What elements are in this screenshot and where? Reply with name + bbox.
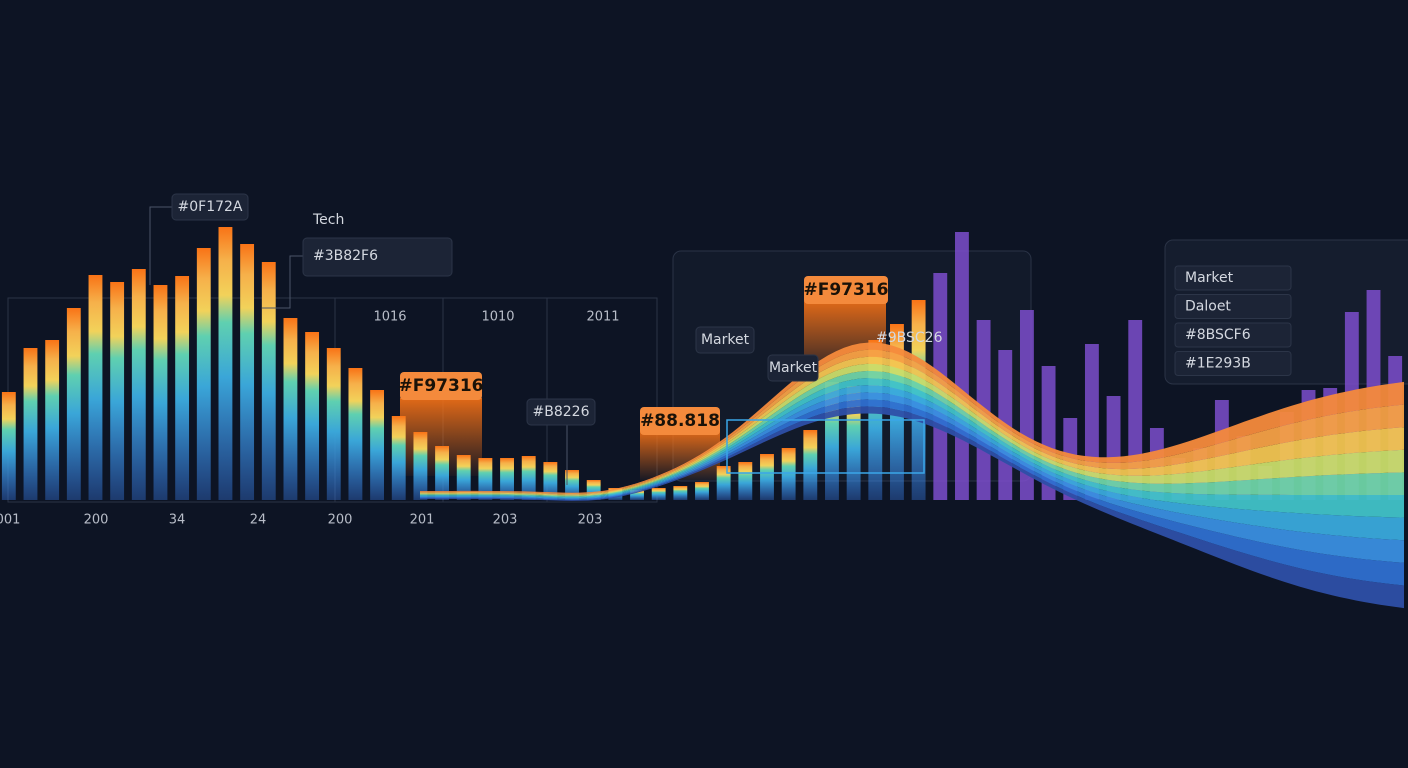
top-label: 1016: [373, 310, 406, 325]
bar: [846, 386, 861, 500]
bar: [738, 462, 753, 500]
annotation: Market: [769, 360, 818, 376]
x-tick-label: 201: [410, 513, 435, 528]
annotation: #0F172A: [178, 199, 243, 215]
bar: [500, 458, 514, 500]
legend-item-box: [1174, 294, 1292, 319]
annotation: #F97316: [399, 376, 484, 396]
bar: [110, 282, 125, 500]
annotation-box: [695, 326, 755, 354]
annotation-box: [302, 237, 453, 277]
legend-item: Daloet: [1185, 299, 1231, 315]
selection: [726, 419, 925, 474]
annotation: #3B82F6: [313, 248, 378, 264]
bar: [391, 416, 406, 500]
bar: [153, 285, 168, 500]
legend-item: Market: [1185, 270, 1234, 286]
ribbon-layer: [420, 370, 1404, 497]
bar: [456, 455, 471, 500]
annotation-box: [171, 193, 249, 221]
top-label: 2011: [586, 310, 619, 325]
bar: [673, 486, 688, 500]
bar: [695, 482, 709, 500]
leaders: [149, 206, 568, 485]
bar: [478, 458, 493, 500]
annotation-box: [526, 398, 596, 426]
wave-ribbon: [420, 342, 1404, 609]
bar: [218, 227, 233, 500]
bar: [348, 368, 363, 500]
ribbon-layer: [420, 399, 1404, 586]
annotation: #B8226: [533, 404, 590, 420]
bar: [45, 340, 60, 500]
bar: [521, 456, 536, 500]
bar: [370, 390, 385, 500]
bar: [651, 488, 666, 500]
bar: [1, 392, 16, 500]
bar: [803, 430, 818, 500]
annotation: Market: [701, 332, 750, 348]
bar: [543, 462, 558, 500]
legend-item-box: [1174, 351, 1292, 376]
x-tick-label: 200: [328, 513, 353, 528]
legend-item: #8BSCF6: [1185, 327, 1251, 343]
leader: [149, 206, 172, 285]
bar: [716, 466, 731, 500]
bar: [66, 308, 81, 500]
ribbon-layer: [420, 406, 1404, 609]
bar: [283, 318, 298, 500]
bar: [565, 470, 579, 500]
ribbon-layer: [420, 378, 1404, 518]
annotation-box: [400, 372, 482, 400]
legend-item: #1E293B: [1185, 356, 1251, 372]
x-tick-label: 200: [84, 513, 109, 528]
bar: [196, 248, 211, 500]
bar: [781, 448, 796, 500]
ribbon-layer: [420, 342, 1404, 494]
bar: [955, 232, 969, 500]
x-tick-label: 24: [250, 513, 267, 528]
bar: [261, 262, 276, 500]
bar: [413, 432, 428, 500]
annotation: #88.818: [640, 411, 720, 431]
bar: [88, 275, 103, 500]
bar: [760, 454, 774, 500]
bar: [435, 446, 449, 500]
annotation: #9BSC26: [876, 330, 943, 346]
annotation-box: [767, 354, 819, 382]
bar: [326, 348, 341, 500]
ribbon-layer: [420, 392, 1404, 563]
bar: [23, 348, 38, 500]
bar: [240, 244, 255, 500]
labels: 001 200 34 24 200 201 203 203 1016 1010 2011 #0F172…: [0, 193, 1292, 528]
x-tick-label: 203: [493, 513, 518, 528]
annotation-box: [804, 276, 888, 304]
top-label: 1010: [481, 310, 514, 325]
annotation: #F97316: [804, 280, 889, 300]
annotation-box: [640, 407, 720, 435]
x-tick-label: 34: [169, 513, 186, 528]
leader: [262, 255, 303, 309]
bar: [131, 269, 146, 500]
x-tick-label: 001: [0, 513, 20, 528]
x-tick-label: 203: [578, 513, 603, 528]
bar: [305, 332, 320, 500]
bar: [630, 490, 644, 500]
annotation: Tech: [312, 212, 344, 228]
bar: [175, 276, 190, 500]
ribbon-layer: [420, 385, 1404, 541]
legend-item-box: [1174, 322, 1292, 348]
legend-item-box: [1174, 265, 1292, 291]
